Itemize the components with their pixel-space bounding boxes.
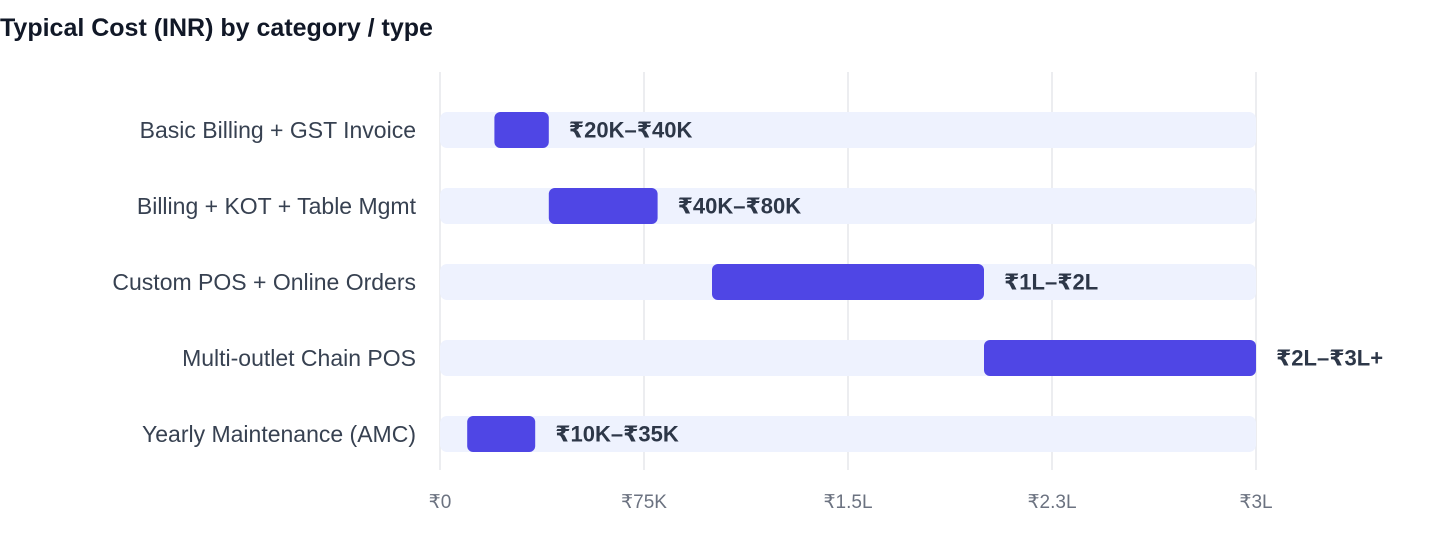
bar-track [440,112,1256,148]
category-label: Basic Billing + GST Invoice [140,117,416,143]
x-tick-label: ₹1.5L [823,492,872,513]
x-tick-label: ₹0 [429,492,452,513]
category-label: Multi-outlet Chain POS [182,345,416,371]
range-bar [712,264,984,300]
category-label: Custom POS + Online Orders [112,269,416,295]
range-bar [494,112,549,148]
x-tick-label: ₹3L [1239,492,1272,513]
value-label: ₹10K–₹35K [555,422,679,447]
category-label: Billing + KOT + Table Mgmt [137,193,417,219]
value-label: ₹40K–₹80K [678,194,802,219]
value-label: ₹2L–₹3L+ [1276,346,1383,371]
x-tick-label: ₹75K [621,492,667,513]
range-bar [548,188,658,224]
range-bar [984,340,1256,376]
range-bar [467,416,536,452]
bars [440,112,1256,452]
x-axis-ticks: ₹0 ₹75K ₹1.5L ₹2.3L ₹3L [429,492,1273,513]
x-tick-label: ₹2.3L [1027,492,1076,513]
labels: Basic Billing + GST Invoice ₹20K–₹40K Bill… [112,117,1383,447]
value-label: ₹20K–₹40K [569,118,693,143]
value-label: ₹1L–₹2L [1004,270,1098,295]
chart-title: Typical Cost (INR) by category / type [0,14,433,42]
category-label: Yearly Maintenance (AMC) [142,421,416,447]
bar-track [440,416,1256,452]
